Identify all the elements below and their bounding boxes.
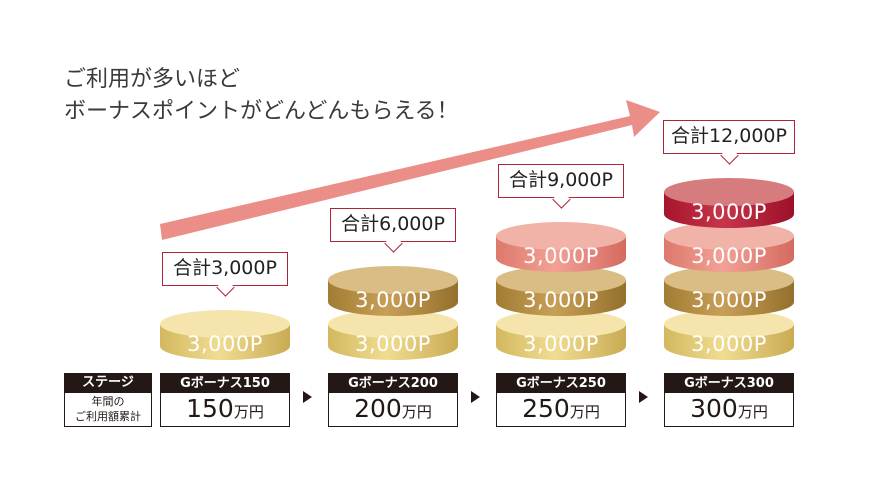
coin-face (160, 310, 290, 338)
stage-box: Gボーナス250 250万円 (496, 373, 626, 427)
stage-amount: 300万円 (665, 393, 793, 428)
stage-amount-value: 300 (690, 394, 738, 423)
coin-crimson: 3,000P (664, 178, 794, 228)
stage-box: Gボーナス200 200万円 (328, 373, 458, 427)
stage-name: Gボーナス200 (329, 374, 457, 393)
stage-amount-unit: 万円 (569, 403, 600, 421)
stage-amount-unit: 万円 (737, 403, 768, 421)
stage-amount-unit: 万円 (401, 403, 432, 421)
coin-bronze: 3,000P (496, 266, 626, 316)
coin-gold: 3,000P (496, 310, 626, 360)
total-points-callout: 合計9,000P (498, 164, 624, 198)
stage-amount-value: 250 (522, 394, 570, 423)
stage-amount: 250万円 (497, 393, 625, 428)
headline-line-1: ご利用が多いほど (64, 67, 241, 92)
next-stage-arrow-icon (639, 391, 648, 403)
coin-face (664, 178, 794, 206)
coin-points-label: 3,000P (691, 244, 767, 268)
total-points-callout: 合計6,000P (330, 208, 456, 242)
coin-pink: 3,000P (664, 222, 794, 272)
coin-points-label: 3,000P (355, 288, 431, 312)
coin-points-label: 3,000P (523, 244, 599, 268)
headline-line-2: ボーナスポイントがどんどんもらえる！ (64, 99, 459, 124)
stage-amount-unit: 万円 (233, 403, 264, 421)
next-stage-arrow-icon (471, 391, 480, 403)
coin-points-label: 3,000P (691, 200, 767, 224)
coin-points-label: 3,000P (187, 332, 263, 356)
total-points-callout: 合計12,000P (663, 120, 795, 154)
coin-points-label: 3,000P (523, 332, 599, 356)
stage-box: Gボーナス150 150万円 (160, 373, 290, 427)
headline: ご利用が多いほど ボーナスポイントがどんどんもらえる！ (64, 64, 459, 128)
stage-name: Gボーナス150 (161, 374, 289, 393)
stage-name: Gボーナス300 (665, 374, 793, 393)
stage-amount-value: 200 (354, 394, 402, 423)
coin-bronze: 3,000P (328, 266, 458, 316)
stage-box: Gボーナス300 300万円 (664, 373, 794, 427)
stage-amount-value: 150 (186, 394, 234, 423)
coin-points-label: 3,000P (355, 332, 431, 356)
coin-gold: 3,000P (328, 310, 458, 360)
coin-points-label: 3,000P (691, 332, 767, 356)
stage-subheader: 年間の ご利用額累計 (64, 393, 152, 427)
coin-bronze: 3,000P (664, 266, 794, 316)
coin-pink: 3,000P (496, 222, 626, 272)
growth-arrow-shape (160, 100, 660, 240)
total-points-callout: 合計3,000P (162, 252, 288, 286)
next-stage-arrow-icon (303, 391, 312, 403)
stage-subheader-line-2: ご利用額累計 (75, 410, 141, 423)
coin-face (328, 266, 458, 294)
coin-gold: 3,000P (160, 310, 290, 360)
coin-points-label: 3,000P (691, 288, 767, 312)
stage-header: ステージ (64, 373, 152, 393)
stage-amount: 150万円 (161, 393, 289, 428)
stage-amount: 200万円 (329, 393, 457, 428)
stage-name: Gボーナス250 (497, 374, 625, 393)
coin-face (496, 222, 626, 250)
coin-points-label: 3,000P (523, 288, 599, 312)
stage-subheader-line-1: 年間の (91, 395, 125, 408)
coin-gold: 3,000P (664, 310, 794, 360)
